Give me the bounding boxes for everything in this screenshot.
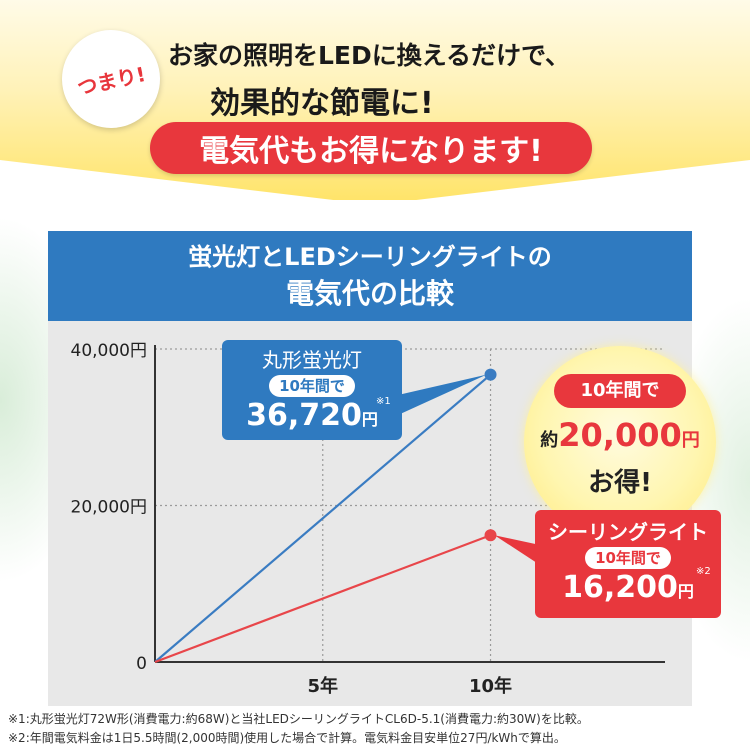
series-line-led — [154, 534, 491, 664]
savings-unit: 円 — [681, 430, 700, 451]
fluorescent-note-mark: ※1 — [376, 396, 391, 407]
x-tick-label: 10年 — [469, 675, 512, 697]
led-callout: シーリングライト 10年間で 16,200円 — [535, 510, 721, 618]
headline-highlight: 電気代もお得になります! — [150, 122, 592, 174]
led-note-mark: ※2 — [696, 566, 711, 577]
led-amount-value: 16,200 — [562, 570, 678, 605]
y-tick-label: 20,000円 — [71, 498, 147, 518]
fluorescent-callout: 丸形蛍光灯 10年間で 36,720円 — [222, 340, 402, 440]
savings-amount: 約20,000円 — [524, 416, 716, 454]
y-tick-label: 0 — [136, 654, 147, 674]
fluorescent-callout-period: 10年間で — [269, 375, 355, 397]
fluorescent-callout-amount: 36,720円 — [246, 397, 378, 439]
led-callout-pointer — [494, 535, 540, 565]
y-tick-label: 40,000円 — [71, 341, 147, 361]
chart-title-line2: 電気代の比較 — [285, 277, 454, 310]
x-tick-label: 5年 — [307, 675, 338, 697]
headline-line1: お家の照明をLEDに換えるだけで、 — [168, 41, 571, 70]
savings-circle: 10年間で 約20,000円 お得! — [524, 346, 716, 538]
fluorescent-callout-name: 丸形蛍光灯 — [262, 348, 362, 372]
series-line-fluorescent — [154, 373, 492, 663]
led-amount-unit: 円 — [677, 582, 694, 601]
savings-period: 10年間で — [554, 374, 686, 408]
savings-prefix: 約 — [540, 430, 559, 451]
led-callout-amount: 16,200円 — [562, 569, 694, 611]
headline-line2: 効果的な節電に! — [210, 86, 434, 121]
fluorescent-callout-pointer — [398, 374, 487, 415]
footnote-2: ※2:年間電気料金は1日5.5時間(2,000時間)使用した場合で計算。電気料金… — [8, 731, 566, 745]
fluorescent-amount-value: 36,720 — [246, 398, 362, 433]
footnote-1: ※1:丸形蛍光灯72W形(消費電力:約68W)と当社LEDシーリングライトCL6… — [8, 712, 589, 726]
fluorescent-amount-unit: 円 — [361, 410, 378, 429]
savings-suffix: お得! — [588, 468, 652, 498]
savings-value: 20,000 — [558, 416, 682, 454]
led-callout-name: シーリングライト — [548, 520, 708, 544]
series-endpoint-fluorescent — [484, 368, 497, 381]
chart-title-line1: 蛍光灯とLEDシーリングライトの — [188, 243, 552, 271]
led-callout-period: 10年間で — [585, 547, 671, 569]
chart-title: 蛍光灯とLEDシーリングライトの 電気代の比較 — [48, 231, 692, 321]
series-endpoint-led — [484, 529, 497, 542]
